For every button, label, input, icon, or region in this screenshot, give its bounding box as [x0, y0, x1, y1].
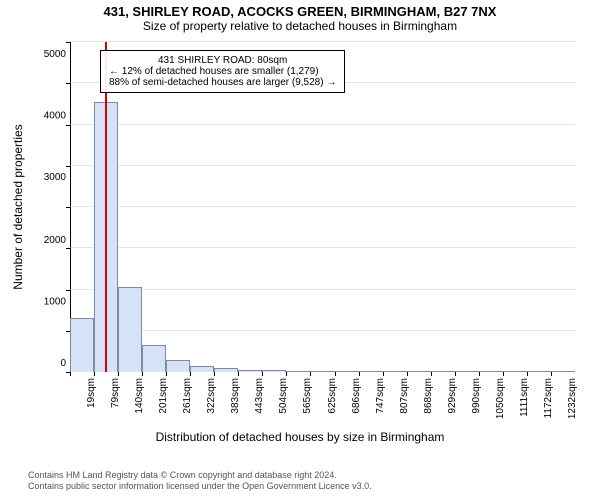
chart-subtitle: Size of property relative to detached ho…: [0, 19, 600, 33]
footer-line: Contains public sector information licen…: [28, 481, 600, 492]
x-tick-label: 322sqm: [206, 378, 217, 414]
x-tick-mark: [383, 372, 384, 376]
grid-line: [70, 206, 575, 207]
x-tick-label: 565sqm: [302, 378, 313, 414]
x-tick-label: 1050sqm: [495, 378, 506, 419]
x-tick-label: 19sqm: [86, 378, 97, 408]
y-tick-mark: [66, 83, 70, 84]
histogram-bar: [407, 371, 431, 372]
x-tick-label: 747sqm: [375, 378, 386, 414]
x-tick-mark: [118, 372, 119, 376]
x-tick-mark: [238, 372, 239, 376]
x-tick-mark: [70, 372, 71, 376]
histogram-bar: [551, 371, 575, 372]
histogram-bar: [190, 366, 214, 372]
annotation-line: 431 SHIRLEY ROAD: 80sqm: [109, 55, 336, 66]
histogram-bar: [431, 371, 455, 372]
histogram-bar: [70, 318, 94, 372]
histogram-bar: [310, 371, 334, 372]
x-tick-mark: [455, 372, 456, 376]
x-tick-mark: [503, 372, 504, 376]
histogram-bar: [383, 371, 407, 372]
histogram-bar: [503, 371, 527, 372]
x-tick-label: 686sqm: [351, 378, 362, 414]
y-tick-mark: [66, 290, 70, 291]
y-tick-mark: [66, 166, 70, 167]
annotation-line: 88% of semi-detached houses are larger (…: [109, 77, 336, 88]
x-tick-label: 443sqm: [254, 378, 265, 414]
grid-line: [70, 165, 575, 166]
x-tick-label: 929sqm: [447, 378, 458, 414]
y-tick-mark: [66, 125, 70, 126]
x-tick-label: 625sqm: [327, 378, 338, 414]
x-tick-mark: [142, 372, 143, 376]
histogram-bar: [214, 368, 238, 372]
x-tick-label: 79sqm: [110, 378, 121, 408]
x-tick-mark: [359, 372, 360, 376]
histogram-bar: [118, 287, 142, 372]
x-tick-label: 1172sqm: [543, 378, 554, 418]
y-tick-label: 8000: [44, 0, 66, 221]
x-tick-label: 140sqm: [134, 378, 145, 414]
x-tick-mark: [310, 372, 311, 376]
x-tick-label: 504sqm: [278, 378, 289, 414]
x-tick-label: 990sqm: [471, 378, 482, 414]
x-tick-mark: [262, 372, 263, 376]
grid-line: [70, 247, 575, 248]
x-tick-label: 201sqm: [158, 378, 169, 414]
x-tick-mark: [166, 372, 167, 376]
grid-line: [70, 289, 575, 290]
x-tick-mark: [431, 372, 432, 376]
histogram-chart: 431, SHIRLEY ROAD, ACOCKS GREEN, BIRMING…: [0, 0, 600, 500]
grid-line: [70, 124, 575, 125]
y-axis-label: Number of detached properties: [11, 124, 25, 289]
histogram-bar: [166, 360, 190, 372]
histogram-bar: [359, 371, 383, 372]
x-tick-mark: [407, 372, 408, 376]
histogram-bar: [479, 371, 503, 372]
x-tick-label: 1232sqm: [567, 378, 578, 419]
histogram-bar: [335, 371, 359, 372]
histogram-bar: [262, 370, 286, 372]
y-tick-mark: [66, 42, 70, 43]
histogram-bar: [286, 371, 310, 372]
chart-footer: Contains HM Land Registry data © Crown c…: [28, 470, 600, 492]
x-tick-mark: [479, 372, 480, 376]
footer-line: Contains HM Land Registry data © Crown c…: [28, 470, 600, 481]
grid-line: [70, 41, 575, 42]
histogram-bar: [455, 371, 479, 372]
y-tick-mark: [66, 331, 70, 332]
chart-title: 431, SHIRLEY ROAD, ACOCKS GREEN, BIRMING…: [0, 0, 600, 19]
x-tick-label: 383sqm: [230, 378, 241, 414]
y-tick-mark: [66, 207, 70, 208]
x-tick-mark: [335, 372, 336, 376]
x-tick-mark: [551, 372, 552, 376]
x-tick-mark: [190, 372, 191, 376]
x-axis-label: Distribution of detached houses by size …: [0, 430, 600, 444]
x-tick-label: 1111sqm: [519, 378, 530, 417]
grid-line: [70, 330, 575, 331]
histogram-bar: [527, 371, 551, 372]
x-tick-label: 807sqm: [399, 378, 410, 414]
x-tick-mark: [527, 372, 528, 376]
annotation-box: 431 SHIRLEY ROAD: 80sqm← 12% of detached…: [100, 50, 345, 93]
x-tick-label: 261sqm: [182, 378, 193, 414]
annotation-line: ← 12% of detached houses are smaller (1,…: [109, 66, 336, 77]
x-tick-label: 868sqm: [423, 378, 434, 414]
x-tick-mark: [214, 372, 215, 376]
x-tick-mark: [94, 372, 95, 376]
y-tick-mark: [66, 248, 70, 249]
x-tick-mark: [286, 372, 287, 376]
histogram-bar: [142, 345, 166, 372]
histogram-bar: [238, 370, 262, 372]
